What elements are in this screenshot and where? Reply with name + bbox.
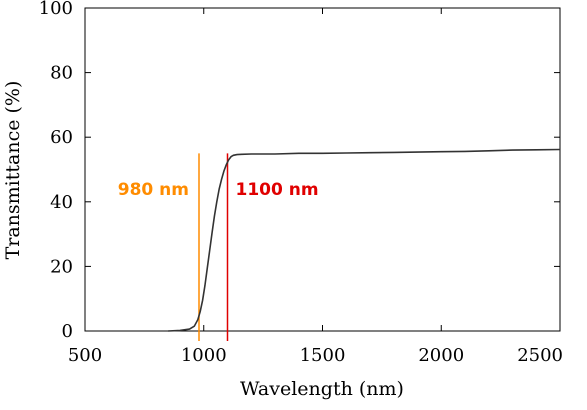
annotation-label: 1100 nm xyxy=(236,180,319,200)
x-axis-ticks: 500 1000 1500 2000 2500 xyxy=(68,8,563,366)
x-tick-label: 2500 xyxy=(517,345,563,366)
series-layer xyxy=(168,148,561,332)
y-tick-label: 20 xyxy=(50,256,73,277)
x-tick-label: 2000 xyxy=(418,345,464,366)
y-tick-label: 40 xyxy=(50,192,73,213)
y-tick-label: 60 xyxy=(50,127,73,148)
x-tick-label: 1500 xyxy=(300,345,346,366)
annotation-label: 980 nm xyxy=(118,180,189,200)
y-axis-label: Transmittance (%) xyxy=(2,81,24,260)
x-tick-label: 1000 xyxy=(181,345,227,366)
x-tick-label: 500 xyxy=(68,345,102,366)
y-tick-label: 0 xyxy=(62,321,73,342)
series-line xyxy=(168,148,561,332)
y-axis-ticks: 0 20 40 60 80 100 xyxy=(39,0,560,342)
annotation-layer: 980 nm 1100 nm xyxy=(118,153,319,341)
y-tick-label: 80 xyxy=(50,63,73,84)
plot-frame xyxy=(84,7,561,332)
x-axis-label: Wavelength (nm) xyxy=(240,378,404,400)
y-tick-label: 100 xyxy=(39,0,73,19)
